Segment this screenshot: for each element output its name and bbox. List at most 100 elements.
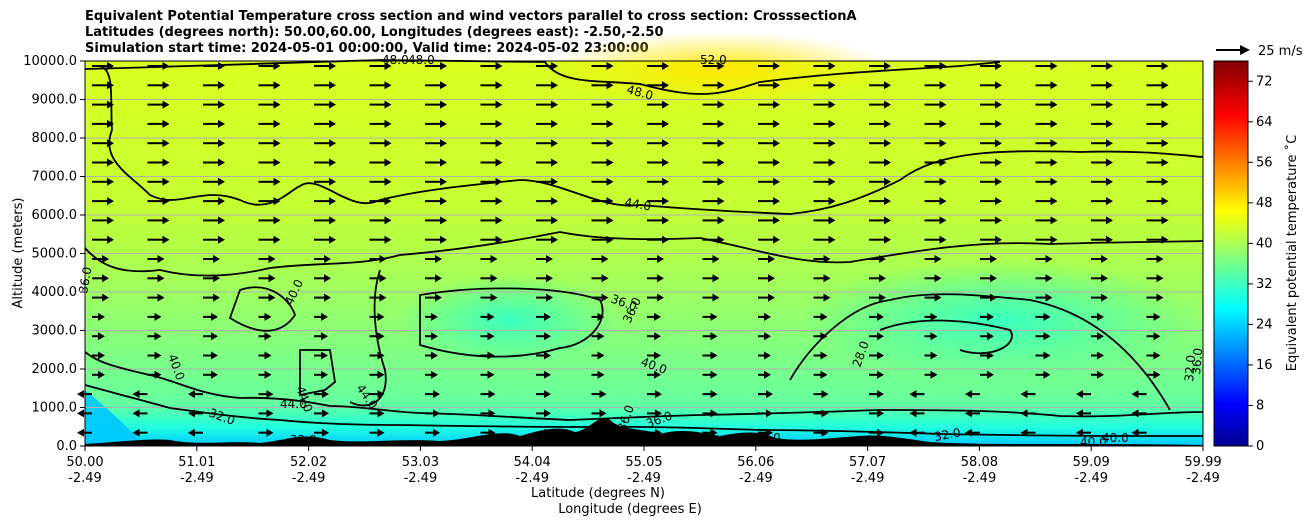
wind-vector-head: [773, 139, 780, 148]
wind-vector-head: [384, 177, 392, 186]
wind-vector-head: [1106, 216, 1113, 225]
wind-vector-head: [132, 409, 140, 418]
x-tick-label-lon: -2.49: [627, 471, 661, 486]
wind-vector-head: [662, 216, 669, 225]
colorbar-tick-label: 0: [1256, 439, 1264, 454]
wind-vector-head: [490, 274, 498, 283]
wind-vector-head: [990, 293, 997, 302]
contour-label: 28.0: [754, 431, 781, 445]
wind-vector-head: [551, 62, 558, 70]
wind-vector-head: [773, 158, 780, 167]
wind-vector-head: [877, 332, 884, 341]
wind-vector-head: [157, 274, 165, 283]
wind-vector-head: [551, 81, 558, 90]
wind-vector-head: [329, 197, 336, 206]
wind-vector-head: [440, 158, 447, 167]
wind-vector-head: [162, 62, 170, 70]
wind-vector-head: [995, 177, 1002, 186]
wind-vector-head: [1097, 332, 1104, 341]
x-tick-label-lat: 59.09: [1073, 455, 1110, 470]
x-tick-label-lon: -2.49: [404, 471, 438, 486]
wind-vector-head: [606, 100, 614, 109]
wind-vector-head: [107, 235, 114, 244]
wind-vector-head: [710, 370, 718, 379]
wind-vector-head: [773, 119, 780, 128]
wind-vector-head: [435, 255, 442, 263]
wind-vector-head: [379, 255, 387, 263]
wind-vector-head: [823, 274, 831, 283]
wind-vector-head: [329, 158, 336, 167]
wind-vector-head: [273, 235, 281, 244]
wind-vector-head: [1153, 370, 1161, 379]
wind-vector-head: [1045, 293, 1053, 302]
wind-vector-head: [551, 197, 558, 206]
wind-vector-head: [1106, 119, 1113, 128]
wind-vector-head: [102, 293, 109, 302]
wind-vector-head: [884, 81, 891, 90]
wind-vector-head: [939, 81, 947, 90]
wind-vector-head: [1101, 274, 1108, 283]
wind-vector-head: [384, 100, 392, 109]
wind-vector-head: [821, 390, 829, 399]
wind-vector-head: [828, 81, 836, 90]
x-tick-label-lat: 58.08: [961, 455, 998, 470]
wind-vector-head: [879, 274, 886, 283]
wind-vector-head: [766, 428, 773, 437]
wind-vector-head: [606, 197, 614, 206]
wind-vector-head: [384, 62, 392, 70]
wind-vector-head: [599, 428, 607, 437]
wind-vector-head: [544, 428, 551, 437]
y-axis-title: Altitude (meters): [11, 198, 26, 309]
wind-vector-head: [488, 409, 496, 418]
wind-vector-head: [879, 255, 886, 263]
wind-vector-head: [1106, 235, 1113, 244]
wind-vector-head: [77, 390, 84, 399]
wind-vector-head: [264, 312, 272, 321]
wind-vector-head: [965, 390, 972, 399]
wind-vector-head: [551, 216, 558, 225]
wind-vector-head: [188, 409, 195, 418]
wind-vector-head: [440, 62, 447, 70]
wind-vector-head: [606, 216, 614, 225]
wind-vector-head: [1020, 409, 1028, 418]
wind-vector-head: [773, 197, 780, 206]
wind-vector-head: [768, 293, 775, 302]
wind-vector-head: [821, 409, 829, 418]
y-tick-label: 1000.0: [32, 401, 78, 416]
wind-vector-head: [601, 274, 609, 283]
wind-vector-head: [384, 119, 392, 128]
wind-vector-head: [218, 100, 225, 109]
wind-vector-head: [268, 255, 276, 263]
wind-vector-head: [828, 235, 836, 244]
wind-vector-head: [601, 255, 609, 263]
wind-vector-head: [546, 255, 553, 263]
wind-vector-head: [273, 62, 281, 70]
wind-vector-head: [934, 255, 942, 263]
wind-vector-head: [655, 390, 662, 399]
wind-vector-head: [377, 428, 385, 437]
contour-labels: 48.0 48.0 52.048.044.036.0 40.0 36.036.040.0…: [76, 53, 1205, 449]
wind-vector-head: [384, 216, 392, 225]
wind-vector-head: [440, 139, 447, 148]
wind-vector-head: [606, 158, 614, 167]
wind-vector-head: [930, 351, 938, 360]
wind-vector-head: [551, 235, 558, 244]
colorbar-tick-label: 64: [1256, 115, 1273, 130]
wind-vector-head: [551, 139, 558, 148]
quiver-key: 25 m/s: [1216, 44, 1303, 59]
wind-vector-head: [162, 216, 170, 225]
wind-vector-head: [884, 139, 891, 148]
wind-vector-head: [877, 312, 884, 321]
wind-vector-head: [717, 235, 725, 244]
wind-vector-head: [1161, 81, 1169, 90]
colorbar-tick-label: 48: [1256, 196, 1273, 211]
wind-vector-head: [877, 409, 884, 418]
wind-vector-head: [107, 158, 114, 167]
wind-vector-head: [884, 216, 891, 225]
wind-vector-head: [657, 293, 664, 302]
contour-label: 32.0: [1182, 354, 1198, 382]
wind-vector-head: [717, 139, 725, 148]
wind-vector-head: [264, 332, 272, 341]
wind-vector-head: [1050, 81, 1058, 90]
wind-vector-head: [329, 139, 336, 148]
